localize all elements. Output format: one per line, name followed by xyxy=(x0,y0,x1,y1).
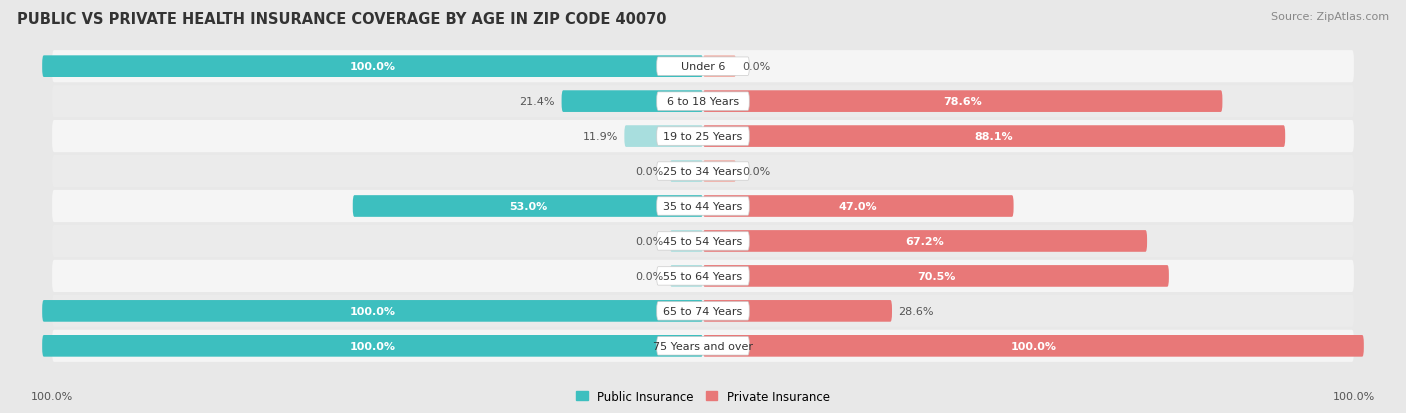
Text: 70.5%: 70.5% xyxy=(917,271,955,281)
FancyBboxPatch shape xyxy=(703,230,1147,252)
FancyBboxPatch shape xyxy=(657,232,749,251)
Text: 100.0%: 100.0% xyxy=(31,391,73,401)
FancyBboxPatch shape xyxy=(42,300,703,322)
FancyBboxPatch shape xyxy=(657,302,749,320)
FancyBboxPatch shape xyxy=(52,225,1354,257)
Text: 65 to 74 Years: 65 to 74 Years xyxy=(664,306,742,316)
Text: 25 to 34 Years: 25 to 34 Years xyxy=(664,166,742,177)
Text: 100.0%: 100.0% xyxy=(350,341,395,351)
Text: 88.1%: 88.1% xyxy=(974,132,1014,142)
FancyBboxPatch shape xyxy=(669,230,703,252)
FancyBboxPatch shape xyxy=(42,335,703,357)
Text: 75 Years and over: 75 Years and over xyxy=(652,341,754,351)
Text: 100.0%: 100.0% xyxy=(350,306,395,316)
Text: 21.4%: 21.4% xyxy=(519,97,555,107)
Legend: Public Insurance, Private Insurance: Public Insurance, Private Insurance xyxy=(571,385,835,408)
Text: 67.2%: 67.2% xyxy=(905,236,945,247)
Text: 19 to 25 Years: 19 to 25 Years xyxy=(664,132,742,142)
FancyBboxPatch shape xyxy=(703,335,1364,357)
Text: Under 6: Under 6 xyxy=(681,62,725,72)
FancyBboxPatch shape xyxy=(42,56,703,78)
FancyBboxPatch shape xyxy=(657,197,749,216)
FancyBboxPatch shape xyxy=(657,267,749,285)
Text: 0.0%: 0.0% xyxy=(742,62,770,72)
Text: 100.0%: 100.0% xyxy=(1011,341,1056,351)
Text: 100.0%: 100.0% xyxy=(350,62,395,72)
Text: 45 to 54 Years: 45 to 54 Years xyxy=(664,236,742,247)
FancyBboxPatch shape xyxy=(52,121,1354,153)
FancyBboxPatch shape xyxy=(703,161,737,183)
FancyBboxPatch shape xyxy=(657,128,749,146)
Text: 55 to 64 Years: 55 to 64 Years xyxy=(664,271,742,281)
FancyBboxPatch shape xyxy=(52,330,1354,362)
Text: Source: ZipAtlas.com: Source: ZipAtlas.com xyxy=(1271,12,1389,22)
FancyBboxPatch shape xyxy=(703,300,891,322)
Text: 78.6%: 78.6% xyxy=(943,97,981,107)
FancyBboxPatch shape xyxy=(669,266,703,287)
FancyBboxPatch shape xyxy=(669,161,703,183)
FancyBboxPatch shape xyxy=(52,295,1354,327)
Text: 35 to 44 Years: 35 to 44 Years xyxy=(664,202,742,211)
FancyBboxPatch shape xyxy=(52,51,1354,83)
FancyBboxPatch shape xyxy=(52,260,1354,292)
FancyBboxPatch shape xyxy=(561,91,703,113)
Text: 11.9%: 11.9% xyxy=(582,132,617,142)
FancyBboxPatch shape xyxy=(703,126,1285,147)
Text: 0.0%: 0.0% xyxy=(636,271,664,281)
Text: 0.0%: 0.0% xyxy=(636,166,664,177)
FancyBboxPatch shape xyxy=(52,190,1354,223)
FancyBboxPatch shape xyxy=(52,86,1354,118)
FancyBboxPatch shape xyxy=(657,93,749,111)
Text: 28.6%: 28.6% xyxy=(898,306,934,316)
FancyBboxPatch shape xyxy=(657,337,749,355)
FancyBboxPatch shape xyxy=(703,196,1014,217)
FancyBboxPatch shape xyxy=(624,126,703,147)
FancyBboxPatch shape xyxy=(703,266,1168,287)
FancyBboxPatch shape xyxy=(657,58,749,76)
FancyBboxPatch shape xyxy=(657,162,749,181)
FancyBboxPatch shape xyxy=(703,56,737,78)
FancyBboxPatch shape xyxy=(703,91,1222,113)
Text: 100.0%: 100.0% xyxy=(1333,391,1375,401)
Text: 6 to 18 Years: 6 to 18 Years xyxy=(666,97,740,107)
Text: 0.0%: 0.0% xyxy=(742,166,770,177)
Text: 0.0%: 0.0% xyxy=(636,236,664,247)
Text: PUBLIC VS PRIVATE HEALTH INSURANCE COVERAGE BY AGE IN ZIP CODE 40070: PUBLIC VS PRIVATE HEALTH INSURANCE COVER… xyxy=(17,12,666,27)
Text: 47.0%: 47.0% xyxy=(839,202,877,211)
Text: 53.0%: 53.0% xyxy=(509,202,547,211)
FancyBboxPatch shape xyxy=(353,196,703,217)
FancyBboxPatch shape xyxy=(52,156,1354,188)
